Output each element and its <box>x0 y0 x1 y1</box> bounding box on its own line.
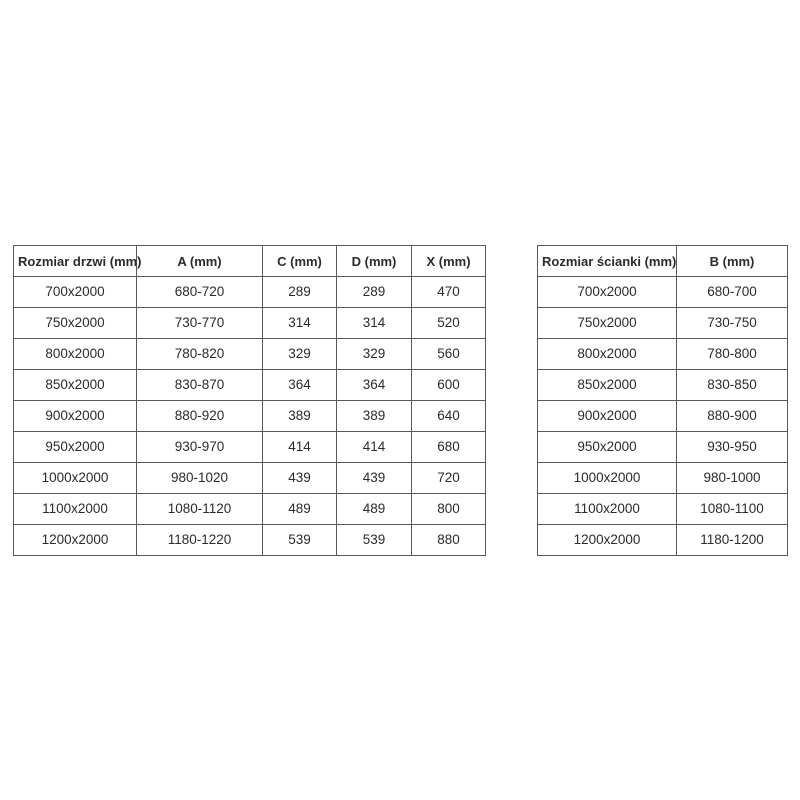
cell-a: 830-870 <box>136 369 263 401</box>
cell-d: 414 <box>336 431 412 463</box>
cell-wall-size: 1200x2000 <box>537 524 677 556</box>
cell-a: 680-720 <box>136 276 263 308</box>
table-row: 800x2000 780-820 329 329 560 <box>13 338 486 370</box>
cell-wall-size: 950x2000 <box>537 431 677 463</box>
wall-table-body: 700x2000 680-700 750x2000 730-750 800x20… <box>537 276 788 556</box>
cell-b: 780-800 <box>676 338 788 370</box>
door-dimensions-table: Rozmiar drzwi (mm) A (mm) C (mm) D (mm) … <box>13 245 486 556</box>
cell-wall-size: 900x2000 <box>537 400 677 432</box>
cell-d: 364 <box>336 369 412 401</box>
cell-wall-size: 800x2000 <box>537 338 677 370</box>
table-row: 1100x2000 1080-1120 489 489 800 <box>13 493 486 525</box>
cell-c: 539 <box>262 524 337 556</box>
cell-door-size: 900x2000 <box>13 400 137 432</box>
cell-b: 680-700 <box>676 276 788 308</box>
cell-d: 329 <box>336 338 412 370</box>
cell-c: 329 <box>262 338 337 370</box>
table-row: 700x2000 680-720 289 289 470 <box>13 276 486 308</box>
cell-door-size: 950x2000 <box>13 431 137 463</box>
cell-b: 830-850 <box>676 369 788 401</box>
cell-c: 314 <box>262 307 337 339</box>
table-header-row: Rozmiar drzwi (mm) A (mm) C (mm) D (mm) … <box>13 245 486 277</box>
cell-d: 489 <box>336 493 412 525</box>
cell-x: 800 <box>411 493 486 525</box>
cell-c: 289 <box>262 276 337 308</box>
cell-door-size: 1100x2000 <box>13 493 137 525</box>
cell-d: 289 <box>336 276 412 308</box>
cell-a: 880-920 <box>136 400 263 432</box>
cell-c: 489 <box>262 493 337 525</box>
column-header-b: B (mm) <box>676 245 788 277</box>
cell-wall-size: 1100x2000 <box>537 493 677 525</box>
table-row: 850x2000 830-850 <box>537 369 788 401</box>
table-row: 1200x2000 1180-1200 <box>537 524 788 556</box>
cell-x: 560 <box>411 338 486 370</box>
cell-wall-size: 850x2000 <box>537 369 677 401</box>
cell-c: 414 <box>262 431 337 463</box>
cell-d: 539 <box>336 524 412 556</box>
cell-door-size: 1000x2000 <box>13 462 137 494</box>
column-header-door-size: Rozmiar drzwi (mm) <box>13 245 142 277</box>
column-header-wall-size: Rozmiar ścianki (mm) <box>537 245 677 277</box>
column-header-d: D (mm) <box>336 245 412 277</box>
cell-x: 880 <box>411 524 486 556</box>
table-row: 950x2000 930-950 <box>537 431 788 463</box>
cell-wall-size: 750x2000 <box>537 307 677 339</box>
cell-b: 730-750 <box>676 307 788 339</box>
table-row: 1100x2000 1080-1100 <box>537 493 788 525</box>
wall-panel-dimensions-table: Rozmiar ścianki (mm) B (mm) 700x2000 680… <box>537 245 788 556</box>
cell-c: 439 <box>262 462 337 494</box>
cell-x: 470 <box>411 276 486 308</box>
wall-table-header: Rozmiar ścianki (mm) B (mm) <box>537 245 788 277</box>
cell-x: 520 <box>411 307 486 339</box>
cell-d: 389 <box>336 400 412 432</box>
table-row: 750x2000 730-770 314 314 520 <box>13 307 486 339</box>
table-row: 750x2000 730-750 <box>537 307 788 339</box>
cell-a: 780-820 <box>136 338 263 370</box>
cell-door-size: 700x2000 <box>13 276 137 308</box>
column-header-a: A (mm) <box>136 245 263 277</box>
cell-x: 600 <box>411 369 486 401</box>
cell-a: 980-1020 <box>136 462 263 494</box>
specification-tables-container: Rozmiar drzwi (mm) A (mm) C (mm) D (mm) … <box>0 245 800 556</box>
cell-door-size: 1200x2000 <box>13 524 137 556</box>
table-row: 1000x2000 980-1000 <box>537 462 788 494</box>
cell-b: 930-950 <box>676 431 788 463</box>
cell-c: 364 <box>262 369 337 401</box>
cell-b: 980-1000 <box>676 462 788 494</box>
cell-a: 730-770 <box>136 307 263 339</box>
table-row: 950x2000 930-970 414 414 680 <box>13 431 486 463</box>
cell-a: 1180-1220 <box>136 524 263 556</box>
table-row: 1000x2000 980-1020 439 439 720 <box>13 462 486 494</box>
cell-x: 680 <box>411 431 486 463</box>
cell-d: 314 <box>336 307 412 339</box>
cell-wall-size: 1000x2000 <box>537 462 677 494</box>
table-row: 1200x2000 1180-1220 539 539 880 <box>13 524 486 556</box>
cell-b: 1180-1200 <box>676 524 788 556</box>
table-row: 900x2000 880-920 389 389 640 <box>13 400 486 432</box>
cell-b: 1080-1100 <box>676 493 788 525</box>
cell-x: 640 <box>411 400 486 432</box>
table-header-row: Rozmiar ścianki (mm) B (mm) <box>537 245 788 277</box>
cell-x: 720 <box>411 462 486 494</box>
cell-d: 439 <box>336 462 412 494</box>
column-header-c: C (mm) <box>262 245 337 277</box>
table-row: 800x2000 780-800 <box>537 338 788 370</box>
cell-wall-size: 700x2000 <box>537 276 677 308</box>
cell-door-size: 800x2000 <box>13 338 137 370</box>
cell-c: 389 <box>262 400 337 432</box>
cell-b: 880-900 <box>676 400 788 432</box>
column-header-x: X (mm) <box>411 245 486 277</box>
cell-a: 930-970 <box>136 431 263 463</box>
table-row: 700x2000 680-700 <box>537 276 788 308</box>
door-table-header: Rozmiar drzwi (mm) A (mm) C (mm) D (mm) … <box>13 245 486 277</box>
cell-door-size: 850x2000 <box>13 369 137 401</box>
cell-a: 1080-1120 <box>136 493 263 525</box>
door-table-body: 700x2000 680-720 289 289 470 750x2000 73… <box>13 276 486 556</box>
table-row: 850x2000 830-870 364 364 600 <box>13 369 486 401</box>
cell-door-size: 750x2000 <box>13 307 137 339</box>
table-row: 900x2000 880-900 <box>537 400 788 432</box>
